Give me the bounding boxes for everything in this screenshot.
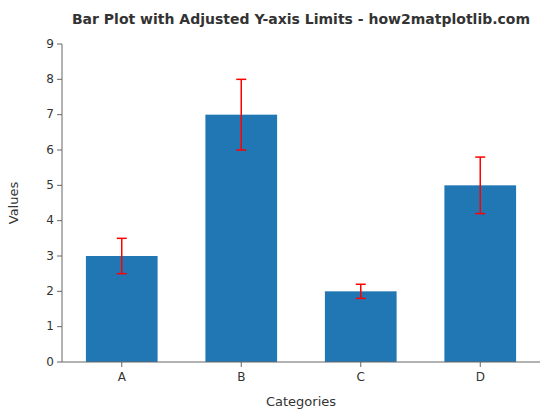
x-tick (360, 362, 361, 367)
y-tick-label: 9 (46, 37, 54, 51)
chart-svg: 0 1 2 3 4 5 6 7 8 9 A B C D Bar Plot with Adjusted Y-a… (0, 0, 560, 420)
x-tick (480, 362, 481, 367)
y-tick-label: 2 (46, 284, 54, 298)
y-tick (57, 79, 62, 80)
y-tick (57, 220, 62, 221)
y-tick (57, 326, 62, 327)
x-tick-label: D (476, 370, 485, 384)
y-tick (57, 114, 62, 115)
y-tick-label: 7 (46, 107, 54, 121)
error-cap (475, 156, 485, 158)
y-tick (57, 256, 62, 257)
y-axis-label: Values (6, 182, 21, 225)
error-cap (356, 298, 366, 300)
chart-container: 0 1 2 3 4 5 6 7 8 9 A B C D Bar Plot with Adjusted Y-a… (0, 0, 560, 420)
y-tick (57, 362, 62, 363)
y-axis-line (62, 44, 63, 362)
y-tick (57, 291, 62, 292)
error-bar (356, 284, 366, 298)
error-cap (356, 284, 366, 286)
y-tick-label: 5 (46, 178, 54, 192)
error-stem (360, 284, 362, 298)
error-cap (236, 149, 246, 151)
error-cap (117, 273, 127, 275)
x-tick-label: C (357, 370, 365, 384)
error-stem (480, 157, 482, 214)
data-group (86, 79, 516, 362)
chart-title: Bar Plot with Adjusted Y-axis Limits - h… (72, 11, 530, 27)
y-tick-label: 8 (46, 72, 54, 86)
axes: 0 1 2 3 4 5 6 7 8 9 A B C D (46, 37, 540, 385)
bar (325, 291, 397, 362)
y-tick (57, 44, 62, 45)
x-axis-line (62, 362, 540, 363)
error-bar (475, 157, 485, 214)
y-tick-label: 1 (46, 319, 54, 333)
x-tick (241, 362, 242, 367)
y-tick-label: 6 (46, 143, 54, 157)
error-cap (475, 213, 485, 215)
error-bar (117, 238, 127, 273)
x-axis-label: Categories (266, 394, 336, 409)
x-tick (121, 362, 122, 367)
x-tick-label: A (118, 370, 127, 384)
y-tick (57, 185, 62, 186)
bar (205, 115, 277, 362)
error-bar (236, 79, 246, 150)
y-tick (57, 150, 62, 151)
error-stem (241, 79, 243, 150)
error-cap (117, 238, 127, 240)
y-tick-label: 4 (46, 213, 54, 227)
x-tick-label: B (237, 370, 245, 384)
error-cap (236, 79, 246, 81)
y-tick-label: 3 (46, 249, 54, 263)
y-tick-label: 0 (46, 355, 54, 369)
error-stem (121, 238, 123, 273)
